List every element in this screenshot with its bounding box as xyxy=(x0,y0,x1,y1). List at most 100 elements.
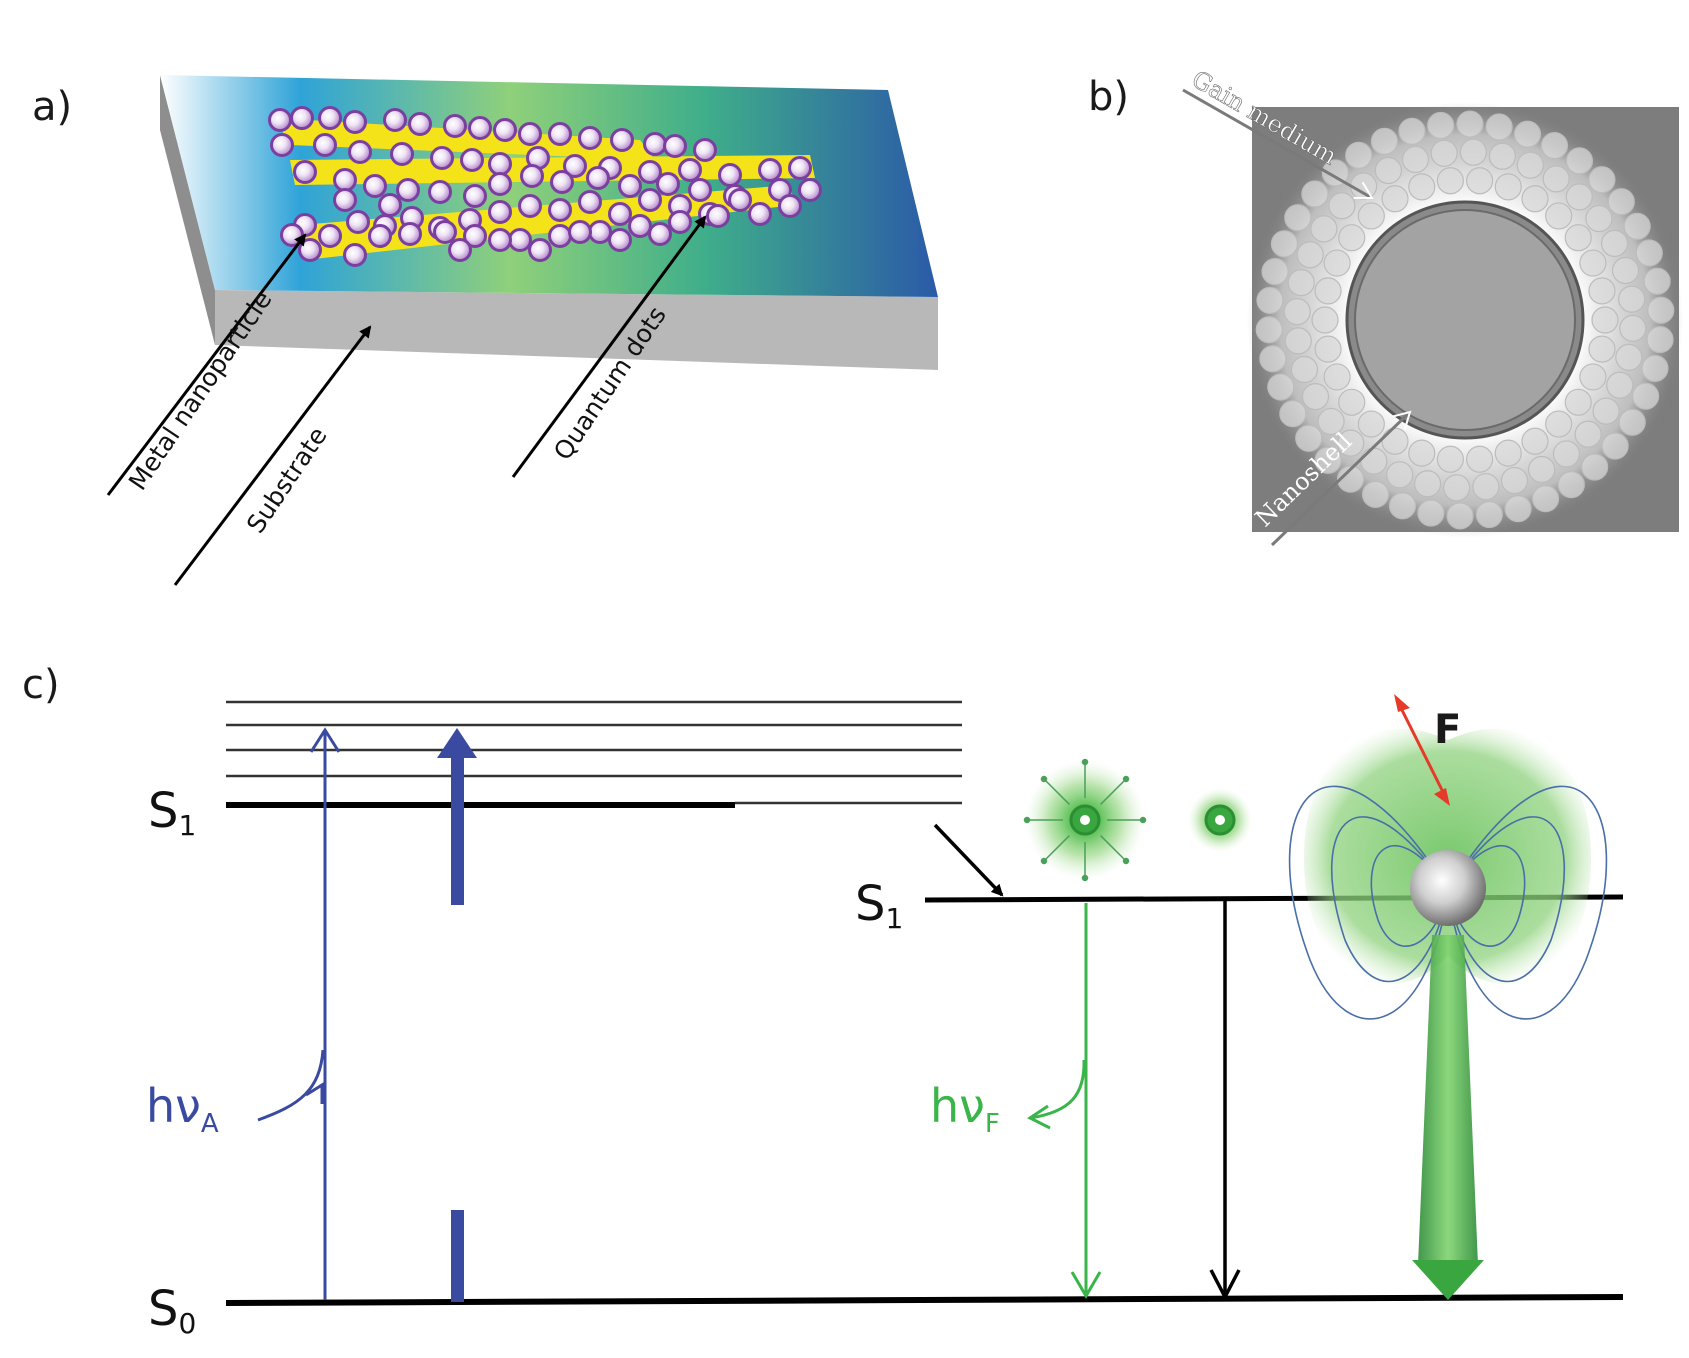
gain-molecule xyxy=(1618,408,1646,436)
quantum-dot xyxy=(548,224,572,248)
gain-molecule xyxy=(1296,241,1324,269)
gain-molecule xyxy=(1472,473,1500,501)
gain-molecule xyxy=(1607,188,1635,216)
quantum-dot xyxy=(343,243,367,267)
gain-molecule xyxy=(1475,500,1503,529)
gain-molecule xyxy=(1600,229,1629,257)
gain-molecule xyxy=(1528,455,1556,484)
quantum-dot xyxy=(318,106,342,130)
enhanced-arrow-bottom-dash xyxy=(451,1210,464,1302)
absorption-photon-head xyxy=(305,1082,324,1104)
gain-molecule xyxy=(1456,110,1484,138)
emission-ray xyxy=(1100,780,1125,805)
gain-molecule xyxy=(1623,212,1651,240)
emission-ray xyxy=(1045,780,1070,805)
gain-molecule xyxy=(1388,492,1417,520)
quantum-dot xyxy=(638,188,662,212)
gain-molecule xyxy=(1287,268,1315,297)
substrate-front-face xyxy=(215,290,938,370)
field-line-left-outer xyxy=(1288,785,1449,1020)
quantum-dot xyxy=(608,202,632,226)
panel-a-label: a) xyxy=(32,84,72,130)
gain-molecule xyxy=(1314,446,1342,474)
quantum-dot xyxy=(348,140,372,164)
force-label: F xyxy=(1434,707,1461,753)
gain-molecule xyxy=(1564,388,1592,416)
force-arrow xyxy=(1396,701,1448,799)
gain-molecule xyxy=(1459,138,1487,166)
gain-molecule xyxy=(1545,202,1573,230)
gain-molecule xyxy=(1261,257,1289,286)
s1-left-label: S1 xyxy=(148,783,196,842)
gain-molecule xyxy=(1619,314,1647,342)
vibrational-levels xyxy=(226,700,962,805)
quantum-dot xyxy=(408,112,432,136)
quantum-dot xyxy=(463,184,487,208)
emission-ray-tip xyxy=(1122,775,1130,783)
gain-molecule xyxy=(1513,120,1542,148)
gain-molecule xyxy=(1338,224,1366,252)
gain-molecule xyxy=(1601,432,1629,460)
metal-nanoparticle-label: Metal nanoparticle xyxy=(123,286,278,496)
quantum-dot xyxy=(586,166,610,190)
s1-right-label: S1 xyxy=(855,876,903,935)
quantum-dot xyxy=(588,220,612,244)
gain-molecule xyxy=(1345,141,1373,169)
gain-molecule xyxy=(1381,427,1409,455)
quantum-dot xyxy=(518,194,542,218)
quantum-dot xyxy=(518,122,542,146)
gain-molecule xyxy=(1417,499,1445,527)
gain-molecule xyxy=(1401,145,1430,174)
gain-molecule xyxy=(1591,306,1619,334)
gain-medium-dots xyxy=(1255,110,1675,530)
quantum-dot xyxy=(578,126,602,150)
absorption-arrow-head xyxy=(309,727,341,753)
gain-molecule xyxy=(1579,363,1607,391)
quantum-dot xyxy=(788,156,812,180)
quantum-dot xyxy=(728,188,752,212)
gain-molecule xyxy=(1317,407,1345,436)
emission-rays xyxy=(1023,758,1147,882)
gain-molecule xyxy=(1647,296,1675,324)
emission-cone xyxy=(1418,935,1478,1265)
gain-molecule xyxy=(1336,465,1365,493)
nonradiative-arrow-head xyxy=(1209,1269,1241,1301)
quantum-dot xyxy=(493,118,517,142)
quantum-dots-cluster xyxy=(268,106,822,267)
gain-molecule xyxy=(1494,173,1522,201)
gain-molecule xyxy=(1323,363,1351,391)
emission-ray-tip xyxy=(1139,816,1147,824)
gain-molecule xyxy=(1574,420,1602,448)
quantum-dot xyxy=(488,152,512,176)
gain-molecule xyxy=(1284,327,1312,355)
gain-molecule xyxy=(1301,383,1330,411)
quantum-dot xyxy=(318,224,342,248)
quantum-dot xyxy=(548,122,572,146)
gain-molecule xyxy=(1314,335,1342,363)
gain-molecule xyxy=(1370,127,1399,155)
quantum-dot xyxy=(433,220,457,244)
quantum-dot xyxy=(628,214,652,238)
s0-label: S0 xyxy=(148,1281,196,1340)
gain-molecule xyxy=(1516,151,1544,179)
s0-level xyxy=(225,1294,1624,1306)
panel-a: a) Metal nanoparticle Substrate Quantum … xyxy=(32,75,938,586)
panel-c: c) S1 S1 S0 hνA xyxy=(22,662,1624,1340)
gain-molecule xyxy=(1552,440,1581,468)
metal-nanosphere xyxy=(1410,850,1486,926)
gain-molecule xyxy=(1585,204,1613,233)
quantum-dot xyxy=(578,190,602,214)
gain-molecule xyxy=(1504,495,1532,523)
gain-molecule xyxy=(1615,343,1643,372)
nanoshell-arrow xyxy=(1270,410,1412,547)
fluorescence-arrow-head xyxy=(1070,1271,1102,1299)
quantum-dot xyxy=(368,224,392,248)
quantum-dot xyxy=(460,148,484,172)
field-line-left-mid xyxy=(1331,816,1449,983)
quantum-dot xyxy=(390,142,414,166)
gain-molecule xyxy=(1290,355,1319,384)
gain-molecule xyxy=(1446,502,1474,530)
gain-molecule xyxy=(1361,480,1390,508)
gain-molecule xyxy=(1588,335,1616,363)
gain-molecule xyxy=(1408,439,1436,467)
